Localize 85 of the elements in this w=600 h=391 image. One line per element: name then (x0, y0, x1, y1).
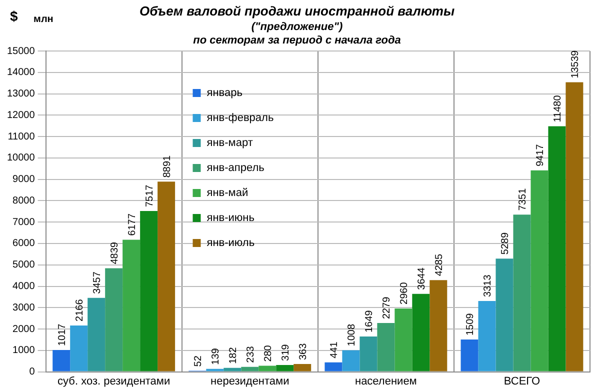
bar (566, 82, 584, 372)
x-tick-label: населением (354, 375, 417, 388)
y-tick-label: 8000 (12, 195, 36, 206)
bar (360, 336, 378, 372)
data-label: 9417 (534, 144, 546, 166)
data-label: 2960 (398, 282, 410, 304)
bar (140, 211, 158, 372)
data-label: 1649 (364, 310, 375, 333)
legend-label: янв-июль (206, 237, 255, 250)
data-label: 1017 (56, 323, 68, 346)
y-tick-label: 3000 (12, 302, 36, 314)
data-label: 4839 (109, 242, 120, 264)
bar (276, 364, 294, 372)
y-axis-title: $ млн (10, 8, 54, 25)
data-label: 3313 (482, 274, 494, 297)
y-tick-label: 1000 (12, 345, 36, 356)
bar (70, 325, 88, 372)
bar (430, 280, 448, 372)
data-label: 3457 (92, 271, 103, 294)
data-label: 52 (192, 355, 204, 367)
bar (294, 364, 312, 372)
y-tick-label: 12000 (6, 110, 36, 121)
data-label: 5289 (500, 232, 511, 255)
data-label: 3644 (416, 267, 428, 290)
bar (460, 340, 478, 372)
data-label: 13539 (570, 50, 581, 78)
legend-label: янв-апрель (206, 162, 265, 174)
data-label: 1008 (346, 324, 358, 346)
chart-title: Объем валовой продажи иностранной валюты (139, 3, 455, 18)
y-tick-label: 10000 (6, 152, 36, 164)
bar (412, 294, 430, 372)
data-label: 139 (210, 348, 222, 365)
bar (513, 214, 531, 372)
chart-subtitle: ("предложение") по секторам за период с начала года (193, 21, 401, 46)
legend-label: янв-март (206, 137, 253, 150)
y-tick-label: 15000 (6, 46, 36, 57)
bar (342, 350, 360, 372)
legend-label: январь (206, 87, 243, 100)
y-tick-label: 11000 (8, 131, 36, 142)
x-tick-label: нерезидентами (210, 375, 290, 388)
data-label: 363 (298, 342, 309, 360)
data-label: 182 (228, 346, 239, 364)
y-tick-label: 5000 (12, 260, 36, 271)
data-label: 7351 (517, 188, 528, 211)
y-tick-label: 13000 (6, 88, 36, 100)
bar (258, 366, 276, 372)
x-tick-label: ВСЕГО (504, 375, 540, 388)
data-label: 7517 (144, 184, 156, 208)
data-label: 4285 (434, 253, 445, 276)
data-label: 11480 (552, 94, 564, 122)
bar (158, 182, 176, 372)
bar (241, 366, 259, 372)
y-tick-label: 14000 (6, 67, 36, 78)
y-tick-label: 2000 (12, 324, 36, 335)
bar (478, 300, 496, 372)
data-label: 319 (280, 344, 292, 361)
legend-label: янв-май (206, 187, 248, 200)
bar (548, 126, 566, 372)
data-label: 2279 (381, 296, 392, 320)
bar (206, 368, 224, 372)
y-tick-label: 0 (29, 366, 36, 378)
y-tick-label: 7000 (12, 216, 36, 228)
data-label: 2166 (74, 298, 86, 322)
bar (105, 268, 123, 372)
data-label: 6177 (126, 213, 138, 236)
y-tick-label: 4000 (12, 281, 36, 292)
bar (52, 350, 70, 372)
legend-label: янв-февраль (206, 112, 274, 124)
bar (530, 170, 548, 372)
data-label: 280 (262, 344, 274, 362)
x-tick-label: суб. хоз. резидентами (58, 375, 170, 388)
bar (496, 258, 514, 372)
bar (324, 362, 342, 372)
y-tick-label: 6000 (12, 238, 36, 250)
bar (377, 323, 395, 372)
data-label: 233 (245, 346, 256, 363)
bar (88, 298, 106, 372)
data-label: 8891 (162, 154, 173, 178)
bar (122, 240, 140, 372)
data-label: 1509 (465, 312, 476, 336)
data-label: 441 (328, 341, 340, 358)
bar (394, 308, 412, 372)
y-tick-label: 9000 (12, 174, 36, 186)
bar (224, 368, 242, 372)
legend-label: янв-июнь (206, 212, 255, 224)
